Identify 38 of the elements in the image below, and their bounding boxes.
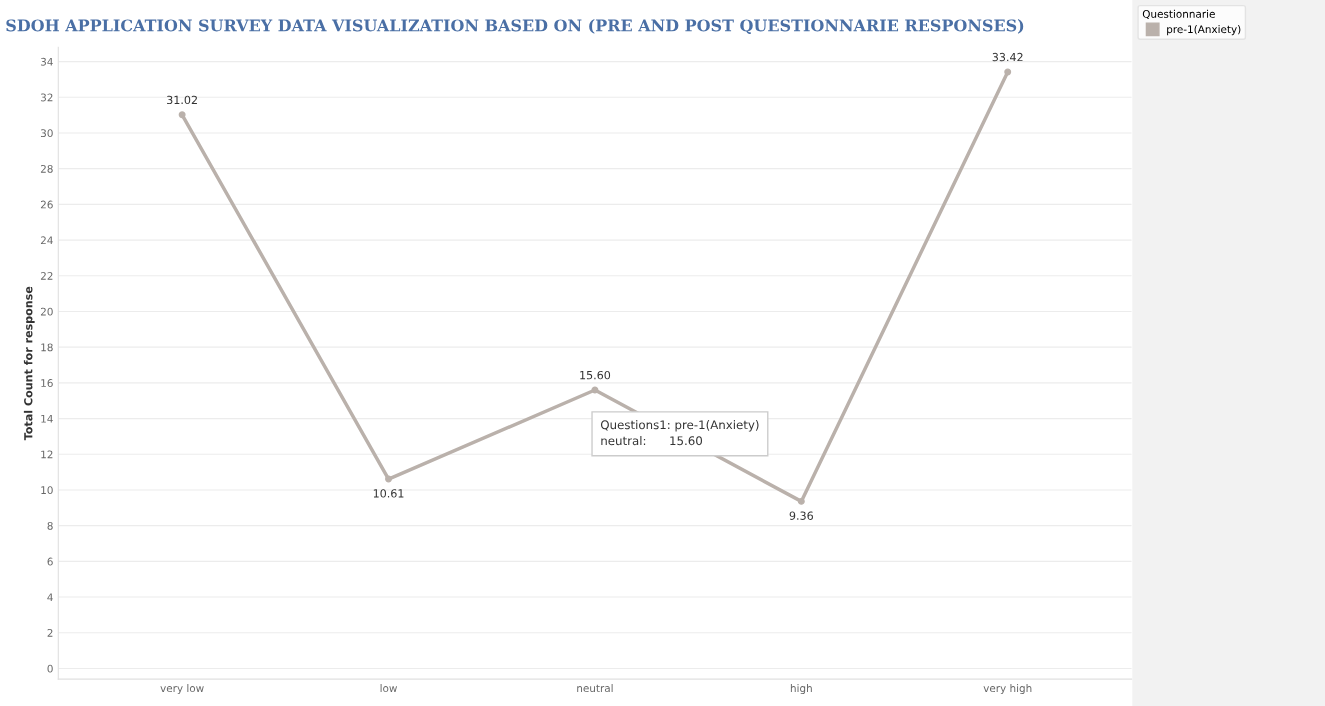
data-label: 31.02 — [167, 95, 197, 105]
x-tick-label: very high — [983, 684, 1032, 695]
data-label: 9.36 — [789, 511, 813, 520]
y-tick-label: 22 — [40, 272, 53, 280]
point — [178, 111, 186, 119]
y-tick-label: 30 — [40, 129, 53, 138]
y-tick-label: 16 — [41, 379, 53, 387]
y-axis-title: Total Count for response — [23, 286, 35, 441]
y-tick-label: 0 — [47, 664, 53, 673]
point — [385, 475, 393, 483]
legend-title: Questionnarie — [1142, 9, 1215, 20]
y-tick-label: 14 — [41, 414, 53, 423]
point — [797, 497, 805, 505]
data-label: 33.42 — [992, 52, 1023, 62]
y-tick-label: 20 — [40, 307, 53, 316]
y-tick-label: 10 — [41, 486, 53, 495]
y-tick-label: 12 — [41, 450, 53, 459]
x-tick-label: low — [380, 684, 397, 693]
chart-title: SDOH APPLICATION SURVEY DATA VISUALIZATION BASED ON (PRE AND POST QUESTIONNARIE RESPONSES) — [6, 19, 1024, 35]
x-tick-label: high — [790, 684, 812, 695]
y-tick-label: 34 — [40, 57, 53, 66]
y-tick-label: 8 — [47, 521, 53, 530]
y-tick-label: 32 — [40, 93, 53, 102]
y-tick-label: 4 — [47, 593, 53, 602]
x-tick-label: neutral — [577, 684, 613, 693]
x-tick-label: very low — [160, 684, 204, 695]
y-tick-label: 18 — [41, 343, 53, 352]
point — [1004, 68, 1012, 76]
legend-label: pre-1(Anxiety) — [1167, 25, 1241, 36]
y-tick-label: 26 — [40, 200, 53, 209]
data-label: 10.61 — [373, 489, 404, 498]
y-tick-label: 6 — [47, 557, 53, 566]
annotation: neutral: 15.60 — [601, 436, 703, 446]
y-tick-label: 28 — [40, 164, 53, 173]
annotation: Questions1: pre-1(Anxiety) — [600, 420, 759, 432]
y-tick-label: 24 — [40, 236, 53, 245]
y-tick-label: 2 — [47, 628, 53, 637]
data-label: 15.60 — [580, 370, 611, 380]
